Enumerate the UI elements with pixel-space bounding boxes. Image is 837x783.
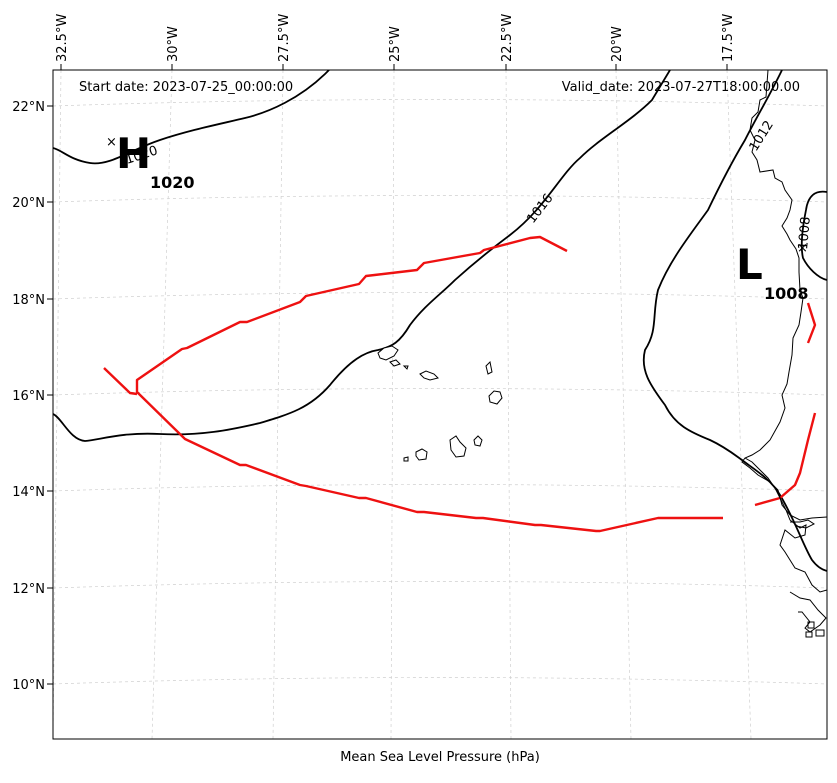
high-pressure-symbol: H xyxy=(116,129,151,178)
low-pressure-value: 1008 xyxy=(764,284,809,303)
isobar-label-1008: 1008 xyxy=(796,216,814,250)
lon-tick-label: 32.5°W xyxy=(55,14,70,62)
map-frame xyxy=(52,69,828,740)
lon-tick-label: 20°W xyxy=(610,26,625,62)
front-line-north xyxy=(135,235,723,533)
high-center-marker: × xyxy=(106,135,117,150)
isobar-1016 xyxy=(53,70,671,442)
front-lines xyxy=(103,235,817,533)
lat-tick-label: 14°N xyxy=(12,485,45,500)
lat-tick-label: 20°N xyxy=(12,196,45,211)
lat-tick-label: 18°N xyxy=(12,293,45,308)
africa-coastline xyxy=(741,70,827,521)
lat-tick-marks xyxy=(47,105,53,685)
cape-verde-islands xyxy=(377,345,503,462)
front-line-west-tail xyxy=(103,367,138,396)
guinea-coast xyxy=(789,591,827,633)
low-center-marker: × xyxy=(797,241,808,256)
low-pressure-symbol: L xyxy=(736,240,763,289)
start-date-label: Start date: 2023-07-25_00:00:00 xyxy=(79,80,293,95)
isobars xyxy=(53,70,827,572)
isobar-1012 xyxy=(642,70,827,572)
senegal-coast xyxy=(744,457,827,593)
front-line-east xyxy=(806,302,817,344)
lat-tick-label: 12°N xyxy=(12,582,45,597)
high-pressure-value: 1020 xyxy=(150,173,195,192)
lon-tick-label: 17.5°W xyxy=(721,14,736,62)
lon-tick-labels: 32.5°W 30°W 27.5°W 25°W 22.5°W 20°W 17.5… xyxy=(55,14,736,62)
lon-tick-label: 30°W xyxy=(166,26,181,62)
map-caption: Mean Sea Level Pressure (hPa) xyxy=(340,750,540,765)
lon-tick-label: 25°W xyxy=(388,26,403,62)
valid-date-label: Valid_date: 2023-07-27T18:00:00.00 xyxy=(562,80,800,95)
lat-tick-label: 22°N xyxy=(12,100,45,115)
front-line-coastal xyxy=(754,412,817,507)
lon-tick-label: 22.5°W xyxy=(500,14,515,62)
lat-tick-labels: 22°N 20°N 18°N 16°N 14°N 12°N 10°N xyxy=(12,100,45,693)
bissagos-islands xyxy=(805,621,825,638)
isobar-1020 xyxy=(53,70,330,165)
isobar-1008 xyxy=(800,190,827,281)
lat-tick-label: 16°N xyxy=(12,389,45,404)
lon-tick-label: 27.5°W xyxy=(277,14,292,62)
gambia-inlet xyxy=(790,519,815,529)
parallel-gridlines xyxy=(53,99,827,685)
map-area xyxy=(53,70,827,739)
lat-tick-label: 10°N xyxy=(12,678,45,693)
lon-tick-marks xyxy=(60,64,728,70)
